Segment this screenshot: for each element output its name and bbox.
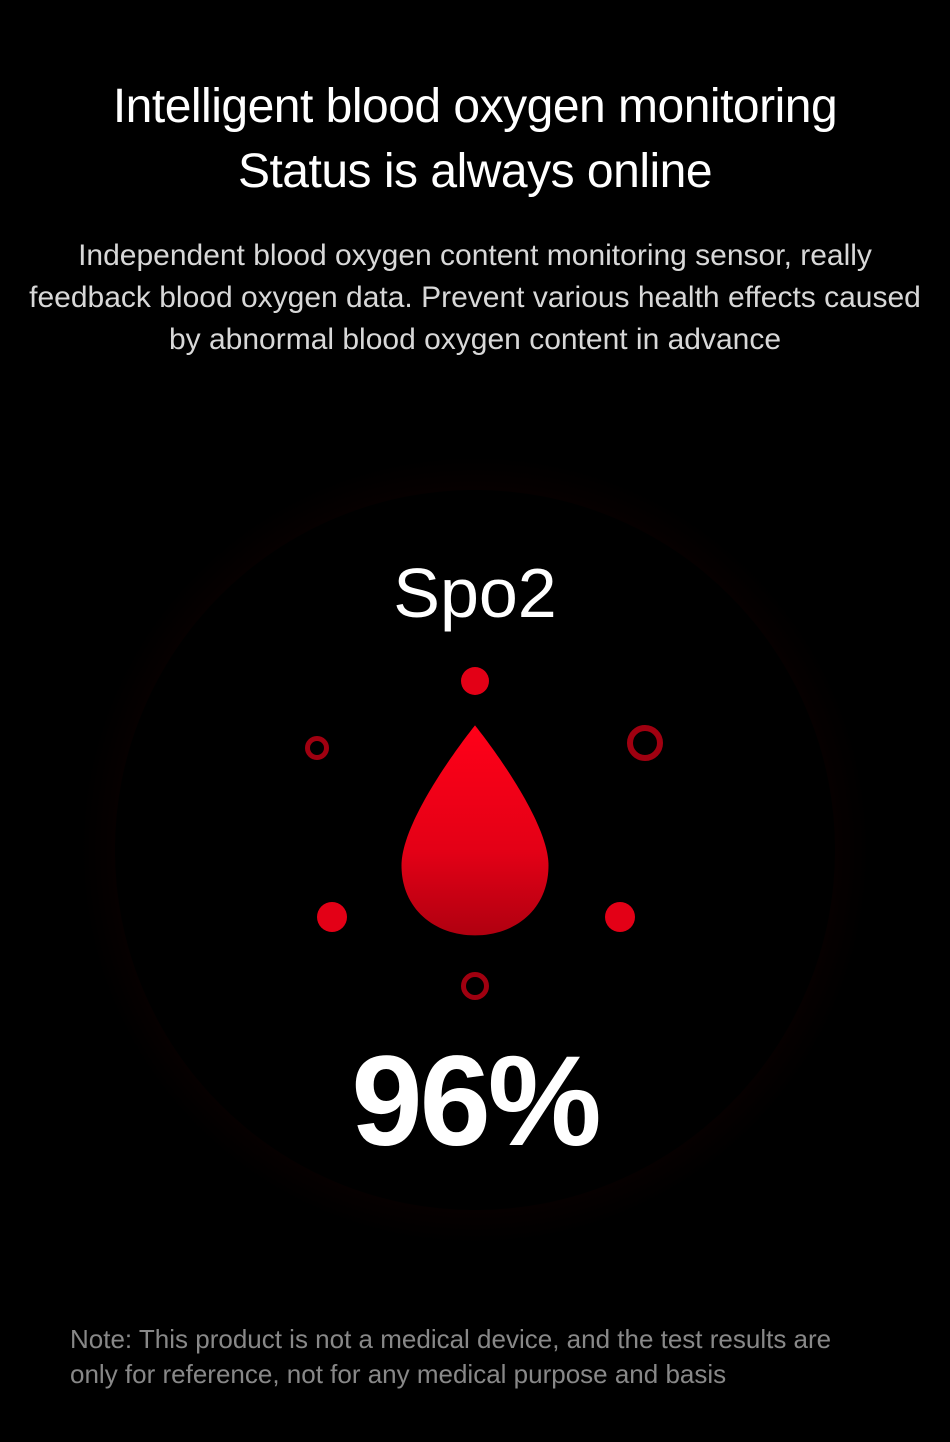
spo2-label: Spo2 — [393, 553, 556, 633]
watch-container: Spo2 96% — [65, 440, 885, 1260]
title-line-1: Intelligent blood oxygen monitoring — [113, 80, 837, 133]
blood-drop-icon — [388, 720, 563, 945]
decoration-ring-top-right — [627, 725, 663, 761]
header-section: Intelligent blood oxygen monitoring Stat… — [0, 0, 950, 361]
description-text: Independent blood oxygen content monitor… — [0, 235, 950, 361]
decoration-dot-bottom-left — [317, 902, 347, 932]
title-line-2: Status is always online — [238, 145, 712, 198]
decoration-ring-top-left — [305, 736, 329, 760]
watch-face: Spo2 96% — [115, 490, 835, 1210]
spo2-percentage-value: 96% — [351, 1028, 598, 1175]
decoration-ring-bottom — [461, 972, 489, 1000]
decoration-dot-top — [461, 667, 489, 695]
decoration-dot-bottom-right — [605, 902, 635, 932]
main-title: Intelligent blood oxygen monitoring Stat… — [0, 75, 950, 205]
footer-disclaimer: Note: This product is not a medical devi… — [70, 1322, 880, 1392]
